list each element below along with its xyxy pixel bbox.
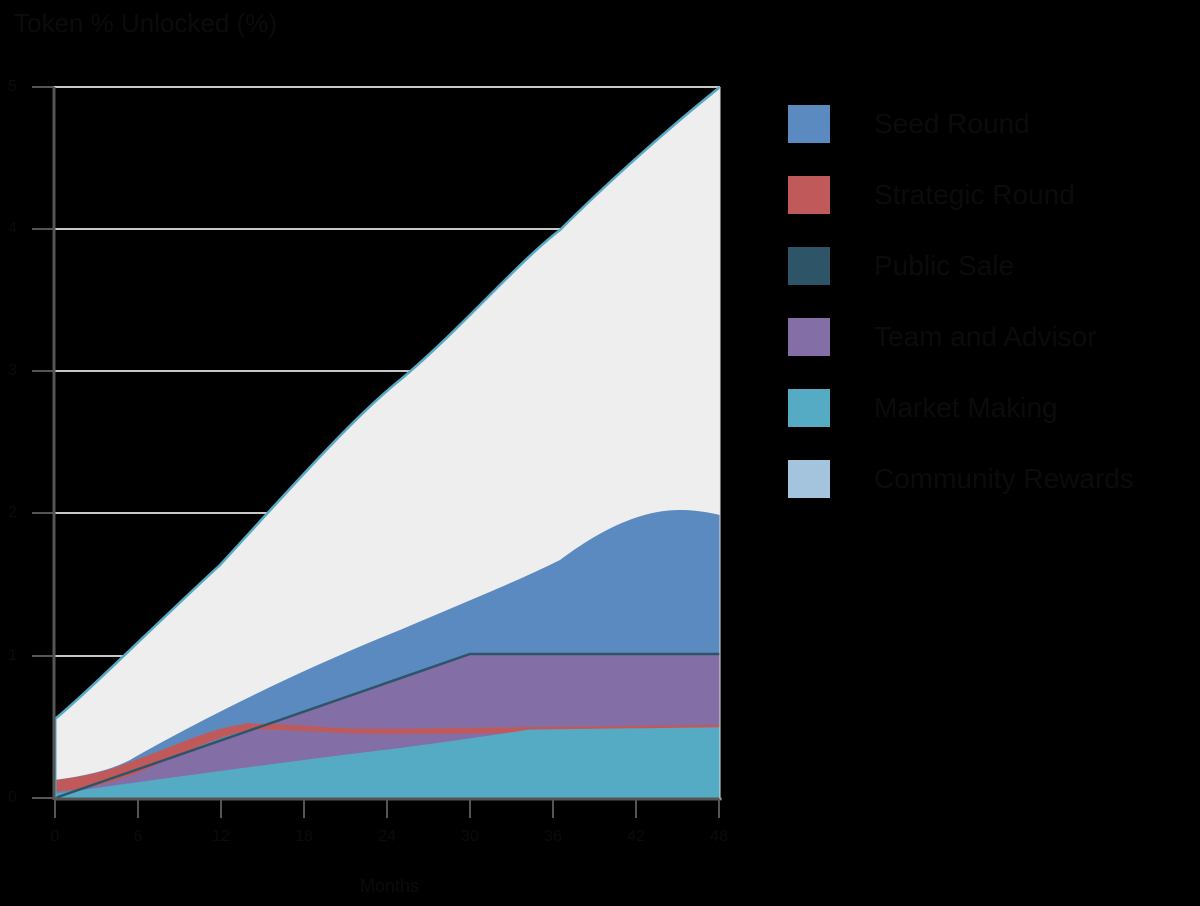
legend-label: Team and Advisor — [874, 320, 1097, 352]
line-public-sale — [54, 652, 720, 800]
legend-item-market-making: Market Making — [788, 372, 1134, 443]
x-tick-label: 48 — [710, 828, 728, 845]
x-tick-label: 36 — [544, 828, 562, 845]
x-tick-label: 12 — [212, 828, 230, 845]
legend-swatch — [788, 459, 830, 498]
y-tick-label: 1 — [8, 647, 17, 664]
legend-item-strategic-round: Strategic Round — [788, 159, 1134, 230]
legend-label: Strategic Round — [874, 178, 1075, 210]
legend-item-seed-round: Seed Round — [788, 88, 1134, 159]
x-tick-label: 6 — [133, 828, 143, 845]
x-tick-label: 24 — [378, 828, 396, 845]
x-axis-label: Months — [360, 876, 420, 896]
line-strategic-round — [244, 722, 721, 732]
y-tick-marks — [32, 86, 54, 799]
x-tick-label: 42 — [627, 828, 645, 845]
legend-swatch — [788, 175, 830, 214]
legend-label: Public Sale — [874, 249, 1015, 281]
y-tick-label: 4 — [8, 220, 17, 237]
legend: Seed Round Strategic Round Public Sale T… — [788, 88, 1134, 514]
legend-label: Community Rewards — [874, 462, 1134, 494]
x-tick-label: 18 — [295, 828, 313, 845]
legend-item-team-advisor: Team and Advisor — [788, 301, 1134, 372]
legend-swatch — [788, 317, 830, 356]
line-total — [54, 86, 721, 720]
legend-item-public-sale: Public Sale — [788, 230, 1134, 301]
y-tick-label: 5 — [8, 78, 17, 95]
y-tick-label: 3 — [8, 362, 17, 379]
legend-swatch — [788, 388, 830, 427]
x-tick-label: 30 — [461, 828, 479, 845]
legend-swatch — [788, 246, 830, 285]
legend-label: Market Making — [874, 391, 1058, 423]
x-tick-label: 0 — [50, 828, 60, 845]
y-tick-label: 0 — [8, 789, 17, 806]
x-tick-marks — [54, 799, 720, 818]
legend-label: Seed Round — [874, 107, 1030, 139]
y-tick-label: 2 — [8, 504, 17, 521]
legend-swatch — [788, 104, 830, 143]
legend-item-community-rewards: Community Rewards — [788, 443, 1134, 514]
chart-title: Token % Unlocked (%) — [14, 8, 277, 38]
area-market-making — [55, 727, 720, 798]
